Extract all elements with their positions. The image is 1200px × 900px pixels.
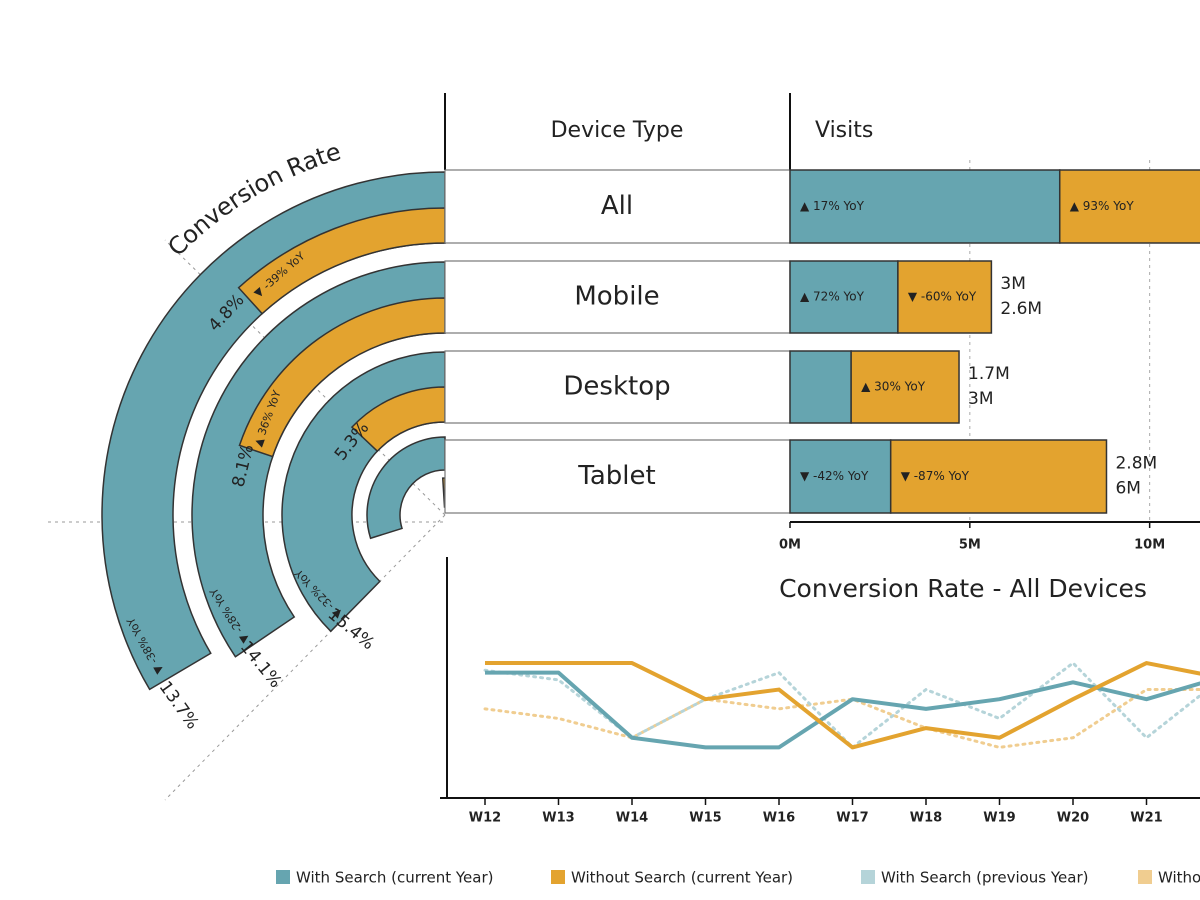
- bar-segment: [897, 260, 993, 334]
- row-box: [444, 350, 791, 424]
- arc-bar: [237, 207, 446, 315]
- x-tick-label: 10M: [1134, 538, 1165, 553]
- arc-bar: [350, 386, 446, 453]
- bar-segment: [789, 350, 852, 424]
- yoy-label: ▲ 93% YoY: [1070, 199, 1135, 213]
- x-tick-label: W12: [469, 811, 501, 826]
- value-label: 14.1%: [236, 637, 286, 692]
- legend-swatch: [861, 870, 875, 884]
- value-label: 2.6M: [1000, 299, 1042, 319]
- category-label: Desktop: [563, 372, 670, 402]
- x-tick-label: 0M: [779, 538, 801, 553]
- legend-label: With Search (previous Year): [881, 869, 1089, 887]
- legend-swatch: [276, 870, 290, 884]
- x-tick-label: W15: [689, 811, 721, 826]
- arc-bar: [366, 436, 446, 540]
- column-header: Device Type: [551, 118, 684, 143]
- x-tick-label: W14: [616, 811, 648, 826]
- arc-bar: [238, 297, 446, 458]
- value-label: 13.7%: [155, 678, 203, 734]
- yoy-label: ▲ 72% YoY: [800, 290, 865, 304]
- category-label: All: [601, 191, 633, 221]
- x-tick-label: W13: [542, 811, 574, 826]
- value-label: 3M: [968, 389, 993, 409]
- value-label: 2.8M: [1115, 454, 1157, 474]
- value-label: 6M: [1115, 479, 1140, 499]
- legend-swatch: [551, 870, 565, 884]
- legend-label: Without Search (previous Year): [1158, 869, 1200, 887]
- bar-segment: [850, 350, 960, 424]
- bar-segment: [789, 439, 892, 514]
- line-title: Conversion Rate - All Devices: [779, 574, 1147, 603]
- row-box: [444, 169, 791, 244]
- legend-label: Without Search (current Year): [571, 869, 793, 887]
- value-label: 1.7M: [968, 364, 1010, 384]
- bar-segment: [789, 169, 1061, 244]
- bar-segment: [1058, 169, 1200, 244]
- x-tick-label: 5M: [959, 538, 981, 553]
- row-box: [444, 439, 791, 514]
- yoy-label: ▲ 17% YoY: [800, 199, 865, 213]
- yoy-label: ▼ -42% YoY: [800, 469, 869, 483]
- yoy-label: ▼ -60% YoY: [908, 290, 977, 304]
- bar-segment: [889, 439, 1108, 514]
- category-label: Mobile: [574, 282, 659, 312]
- legend-swatch: [1138, 870, 1152, 884]
- category-label: Tablet: [577, 461, 655, 491]
- x-tick-label: W19: [983, 811, 1015, 826]
- yoy-label: ▼ -87% YoY: [901, 469, 970, 483]
- x-tick-label: W20: [1057, 811, 1089, 826]
- value-label: 3M: [1000, 274, 1025, 294]
- yoy-label: ▲ 30% YoY: [861, 380, 926, 394]
- series-line: [485, 661, 1200, 750]
- x-tick-label: W17: [836, 811, 868, 826]
- legend-label: With Search (current Year): [296, 869, 493, 887]
- x-tick-label: W21: [1130, 811, 1162, 826]
- x-tick-label: W16: [763, 811, 795, 826]
- x-tick-label: W18: [910, 811, 942, 826]
- column-header: Visits: [815, 118, 873, 143]
